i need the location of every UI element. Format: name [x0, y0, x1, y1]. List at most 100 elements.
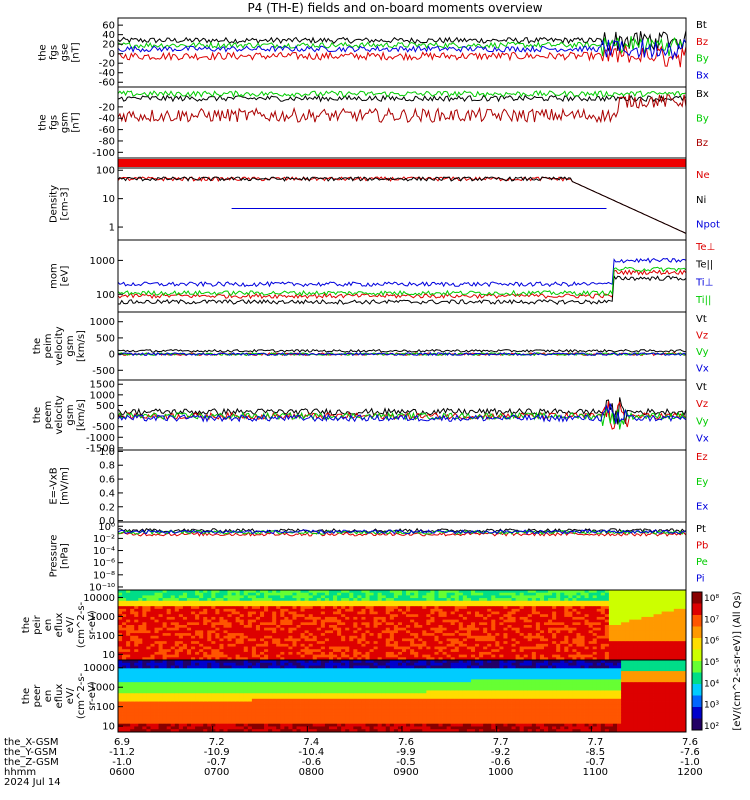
spec-cell	[531, 611, 537, 615]
spec-cell	[284, 590, 289, 594]
spec-cell	[669, 622, 675, 626]
spec-cell	[450, 608, 456, 612]
spec-cell	[560, 598, 565, 602]
spec-cell	[645, 635, 650, 639]
spec-cell	[138, 633, 143, 637]
spec-cell	[552, 606, 557, 610]
spec-cell	[118, 723, 123, 727]
spec-cell	[637, 600, 642, 604]
spec-cell	[199, 646, 204, 650]
spec-cell	[138, 646, 143, 650]
spec-cell	[418, 635, 423, 639]
spec-cell	[231, 682, 237, 686]
spec-cell	[353, 638, 358, 642]
spec-cell	[288, 657, 293, 661]
spec-cell	[215, 625, 220, 629]
spec-cell	[393, 616, 399, 621]
spec-cell	[458, 633, 464, 637]
spec-cell	[637, 635, 642, 639]
spec-cell	[669, 600, 675, 604]
spec-cell	[174, 684, 180, 689]
spec-cell	[556, 600, 561, 604]
spec-cell	[414, 606, 419, 610]
ylabel-1-0: the	[38, 114, 49, 130]
spec-cell	[681, 608, 687, 612]
spec-cell	[215, 654, 220, 658]
spec-cell	[239, 712, 245, 716]
spec-cell	[592, 643, 598, 647]
spec-cell	[588, 630, 594, 634]
spec-cell	[166, 625, 172, 629]
spec-cell	[142, 625, 147, 629]
spec-cell	[592, 657, 598, 661]
series-Pi	[117, 529, 687, 535]
spec-cell	[633, 600, 638, 604]
spec-cell	[673, 635, 679, 639]
spec-cell	[142, 595, 147, 599]
spec-cell	[402, 641, 407, 645]
spec-cell	[223, 598, 228, 602]
spec-cell	[612, 598, 618, 602]
spec-cell	[572, 611, 577, 615]
spec-cell	[272, 704, 277, 708]
spec-cell	[402, 654, 407, 658]
spec-cell	[215, 682, 220, 686]
spec-cell	[134, 701, 139, 705]
spec-cell	[207, 684, 212, 689]
spec-cell	[231, 657, 237, 661]
spec-cell	[272, 590, 277, 594]
spec-cell	[580, 616, 585, 621]
spec-cell	[523, 654, 529, 658]
spec-cell	[276, 603, 281, 607]
spec-cell	[544, 590, 549, 594]
spec-cell	[223, 608, 228, 612]
spec-cell	[369, 622, 374, 626]
spec-cell	[268, 603, 273, 607]
spec-cell	[681, 592, 687, 596]
spec-cell	[126, 682, 131, 686]
spec-cell	[195, 592, 200, 596]
spec-cell	[556, 641, 561, 645]
spec-cell	[191, 590, 196, 594]
spec-cell	[681, 633, 687, 637]
spec-cell	[381, 654, 387, 658]
spec-cell	[393, 595, 399, 599]
spec-cell	[235, 630, 241, 634]
spec-cell	[584, 619, 590, 623]
spec-cell	[470, 643, 476, 647]
spec-cell	[418, 657, 423, 661]
spec-cell	[320, 622, 326, 626]
spec-cell	[584, 595, 590, 599]
spec-cell	[369, 641, 374, 645]
spec-cell	[560, 657, 565, 661]
spec-cell	[681, 590, 687, 594]
spec-cell	[247, 606, 253, 610]
spec-cell	[633, 611, 638, 615]
ylabel-8-1: [nPa]	[60, 543, 71, 569]
spec-cell	[454, 625, 460, 629]
spec-cell	[353, 616, 358, 621]
spec-cell	[138, 592, 143, 596]
spec-cell	[227, 641, 232, 645]
spec-cell	[304, 630, 310, 634]
spec-cell	[617, 657, 622, 661]
spec-cell	[150, 600, 155, 604]
spec-cell	[483, 627, 488, 631]
spec-cell	[280, 611, 285, 615]
spec-cell	[560, 638, 565, 642]
spec-cell	[243, 676, 249, 680]
spec-cell	[186, 641, 192, 645]
spec-cell	[564, 654, 569, 658]
spec-cell	[604, 603, 610, 607]
spec-cell	[260, 643, 265, 647]
spec-cell	[239, 671, 245, 675]
spec-cell	[612, 638, 618, 642]
spec-cell	[503, 595, 508, 599]
spec-cell	[677, 625, 683, 629]
spec-cell	[276, 723, 281, 727]
spec-cell	[239, 662, 245, 666]
spec-cell	[361, 638, 366, 642]
spec-cell	[393, 592, 399, 596]
spec-cell	[272, 662, 277, 666]
spec-cell	[365, 590, 370, 594]
